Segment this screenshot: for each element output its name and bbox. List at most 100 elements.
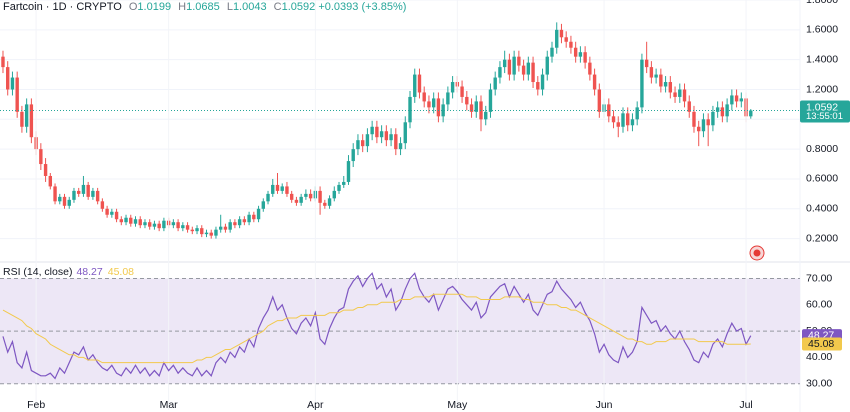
candle-body	[100, 201, 105, 209]
candle-body	[256, 208, 261, 220]
candle-body	[697, 126, 701, 132]
x-tick-label: May	[447, 399, 468, 411]
candle-body	[289, 193, 294, 200]
candle-body	[621, 113, 625, 127]
x-tick-label: Feb	[27, 399, 45, 411]
candle-body	[644, 59, 649, 68]
symbol-header: Fartcoin · 1D · CRYPTO O1.0199 H1.0685 L…	[3, 1, 406, 13]
candle-body	[701, 119, 706, 132]
candle-body	[465, 96, 469, 105]
candle-body	[607, 104, 611, 117]
candle-body	[521, 65, 526, 75]
candle-body	[110, 211, 114, 215]
candle-body	[91, 190, 95, 197]
candle-body	[616, 122, 620, 127]
candle-body	[124, 217, 128, 223]
candle-body	[190, 229, 194, 232]
candle-body	[143, 222, 147, 226]
candle-body	[422, 92, 426, 102]
candle-body	[550, 47, 554, 57]
candle-body	[507, 59, 512, 75]
symbol: Fartcoin · 1D · CRYPTO	[3, 1, 122, 13]
candle-body	[379, 131, 384, 138]
y-tick-label: 70.00	[806, 272, 832, 284]
candle-body	[734, 95, 739, 102]
candle-body	[389, 134, 393, 141]
candle-body	[640, 59, 644, 108]
candle-body	[77, 190, 81, 194]
x-tick-label: Jul	[739, 399, 752, 411]
ohlc-letter: H	[178, 1, 187, 13]
ohlc-value: 1.0685	[186, 1, 220, 13]
candle-body	[148, 222, 152, 227]
candle-body	[53, 186, 57, 202]
candle-body	[342, 181, 346, 185]
y-tick-label: 0.4000	[806, 203, 838, 215]
y-tick-label: 40.00	[806, 351, 832, 363]
candle-body	[280, 186, 284, 191]
candle-body	[659, 74, 663, 87]
candle-body	[474, 101, 478, 112]
y-tick-label: 1.8000	[806, 0, 838, 6]
candle-body	[332, 190, 336, 199]
candle-body	[531, 62, 535, 83]
candle-body	[318, 190, 322, 203]
candle-body	[403, 122, 407, 144]
candle-body	[24, 104, 29, 127]
candle-body	[20, 111, 24, 127]
candle-body	[223, 226, 228, 230]
candle-body	[351, 149, 355, 162]
candle-body	[678, 89, 682, 97]
candle-body	[413, 74, 417, 97]
candle-body	[375, 126, 379, 138]
candle-body	[81, 184, 86, 194]
candle-body	[209, 232, 213, 236]
candle-body	[176, 222, 180, 229]
candle-body	[479, 101, 483, 120]
candle-body	[29, 104, 34, 138]
candle-body	[271, 184, 275, 194]
candle-body	[545, 56, 549, 75]
candle-body	[398, 143, 403, 150]
candle-body	[185, 225, 190, 230]
candle-body	[1, 56, 5, 68]
candle-body	[58, 196, 62, 202]
candle-body	[105, 208, 109, 215]
candle-body	[498, 67, 502, 78]
candle-body	[95, 190, 100, 202]
candle-body	[138, 219, 142, 226]
last-price-value: 1.0592	[806, 101, 838, 113]
candle-body	[526, 62, 531, 75]
candle-body	[181, 225, 185, 229]
candle-body	[626, 113, 630, 126]
candle-body	[327, 198, 332, 206]
candle-body	[730, 95, 734, 105]
ohlc-value: 1.0592	[281, 1, 316, 13]
candle-body	[450, 82, 455, 93]
ohlc-letter: L	[226, 1, 233, 13]
candle-body	[233, 222, 237, 226]
candle-body	[48, 175, 53, 187]
candle-body	[706, 119, 710, 126]
candle-body	[171, 222, 176, 226]
candle-body	[337, 184, 341, 191]
candle-body	[564, 37, 568, 42]
candle-body	[540, 74, 545, 90]
y-tick-label: 60.00	[806, 299, 832, 311]
candle-body	[512, 56, 516, 75]
value-tag-label: 45.08	[808, 338, 834, 350]
candle-body	[67, 199, 71, 206]
candle-body	[611, 116, 616, 123]
candle-body	[517, 56, 521, 66]
candle-body	[308, 193, 313, 199]
candle-body	[408, 96, 412, 123]
candle-body	[446, 92, 450, 105]
candle-body	[200, 228, 204, 235]
candle-body	[417, 74, 422, 93]
candle-body	[195, 228, 199, 232]
candle-body	[356, 140, 360, 150]
candle-body	[133, 219, 138, 224]
candle-body	[15, 77, 19, 112]
